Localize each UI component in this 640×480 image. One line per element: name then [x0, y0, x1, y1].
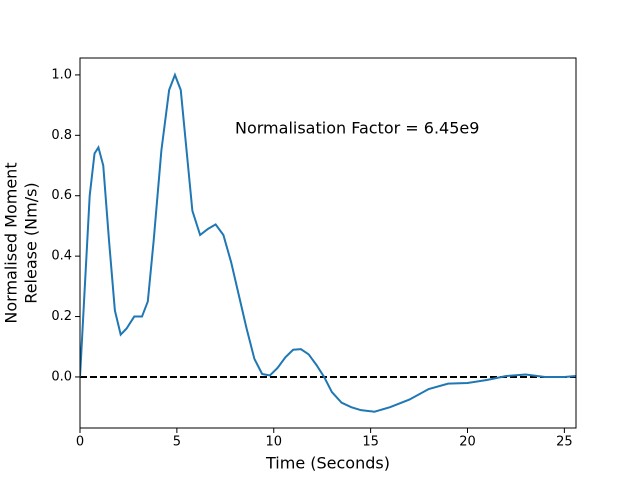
x-tick-label: 20 [459, 435, 476, 450]
y-tick-label: 0.0 [51, 369, 72, 384]
data-line [80, 72, 576, 413]
x-axis-label: Time (Seconds) [265, 454, 390, 473]
annotation: Normalisation Factor = 6.45e9 [235, 119, 479, 138]
plot-frame [79, 57, 577, 429]
y-tick-label: 0.4 [51, 249, 72, 264]
y-axis-label: Normalised Moment [2, 162, 21, 323]
x-tick-label: 5 [173, 435, 181, 450]
y-axis-label: Release (Nm/s) [22, 182, 41, 303]
y-tick-label: 0.6 [51, 188, 72, 203]
y-tick-label: 0.2 [51, 309, 72, 324]
x-tick-label: 10 [265, 435, 282, 450]
x-tick-label: 15 [362, 435, 379, 450]
x-tick-label: 25 [556, 435, 573, 450]
x-tick-label: 0 [76, 435, 84, 450]
y-tick-label: 1.0 [51, 67, 72, 82]
y-tick-label: 0.8 [51, 128, 72, 143]
